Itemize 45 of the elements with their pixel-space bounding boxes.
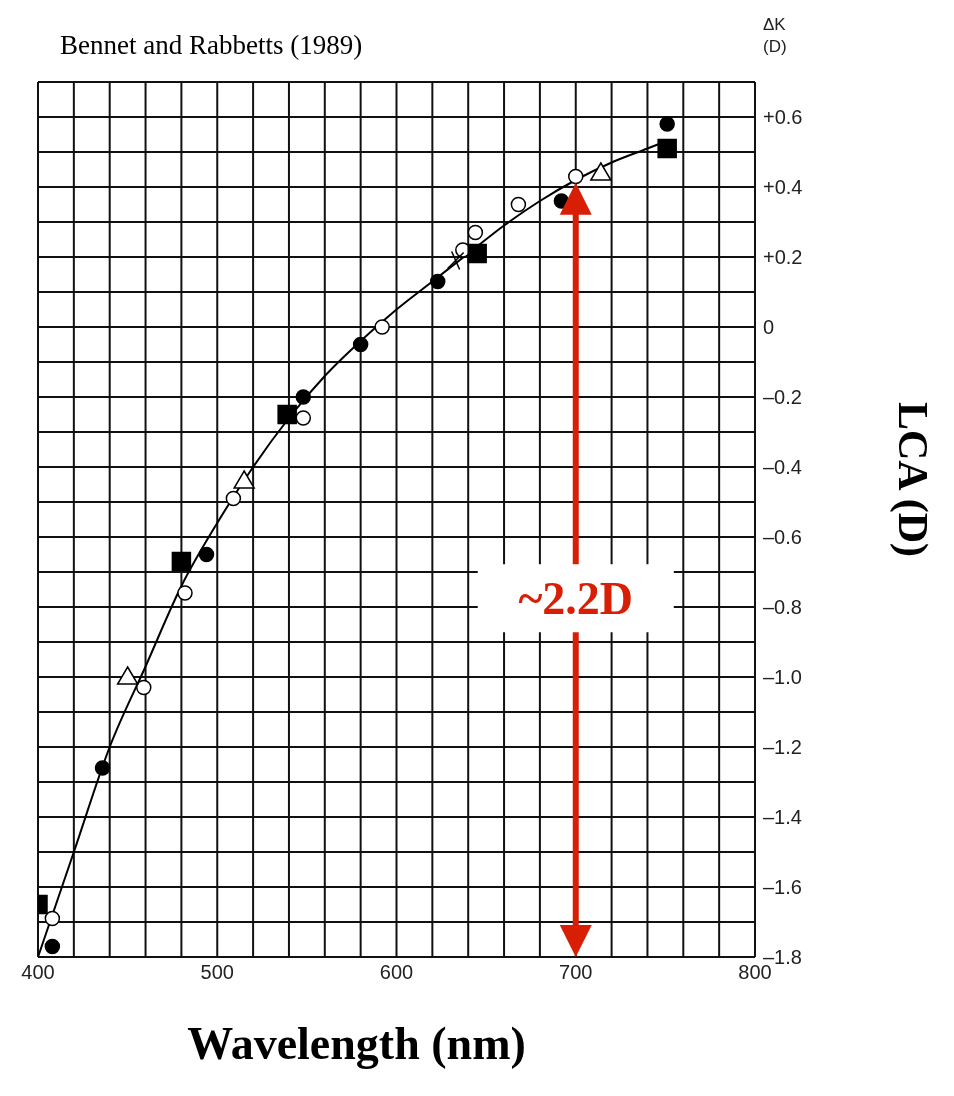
chart-title: Bennet and Rabbetts (1989) <box>60 30 363 61</box>
y-tick-label: +0.4 <box>763 176 803 199</box>
point <box>659 116 675 132</box>
point <box>233 470 255 489</box>
point <box>136 679 152 696</box>
point <box>467 224 484 241</box>
point <box>94 760 111 776</box>
point <box>374 319 390 335</box>
point <box>116 666 139 685</box>
point <box>568 168 584 185</box>
y-tick-label: –0.6 <box>763 526 802 549</box>
point <box>225 490 242 507</box>
point <box>657 138 677 159</box>
x-tick-label: 500 <box>200 961 234 984</box>
point <box>467 243 487 264</box>
x-axis-title: Wavelength (nm) <box>187 1017 526 1069</box>
point <box>429 273 446 290</box>
y-tick-label: –0.8 <box>763 596 802 619</box>
text: LCA (D) <box>889 401 936 558</box>
point <box>171 551 192 572</box>
y-tick-label: –0.4 <box>763 456 802 479</box>
y-tick-label: +0.6 <box>763 106 803 129</box>
point <box>446 250 465 271</box>
y-tick-label: –0.2 <box>763 386 802 409</box>
point <box>352 336 369 353</box>
annotation: ~2.2D <box>518 572 634 624</box>
y-axis-title: ΔK (D) <box>763 14 788 58</box>
x-tick-label: 700 <box>559 961 593 984</box>
y-tick-label: –1.6 <box>763 876 802 899</box>
point <box>510 196 527 213</box>
point <box>44 938 61 955</box>
point <box>198 546 215 563</box>
point <box>295 389 312 405</box>
point <box>590 162 612 181</box>
x-tick-label: 600 <box>379 961 414 984</box>
y-tick-label: –1.2 <box>763 736 802 759</box>
point <box>295 410 312 426</box>
x-tick-label: 400 <box>21 961 55 984</box>
point <box>177 585 193 601</box>
point <box>277 404 297 425</box>
point <box>44 910 61 927</box>
y-tick-label: –1.0 <box>763 666 802 689</box>
y-tick-label: –1.4 <box>763 806 802 829</box>
y-tick-label: 0 <box>763 316 775 339</box>
y-tick-label: +0.2 <box>763 246 803 269</box>
